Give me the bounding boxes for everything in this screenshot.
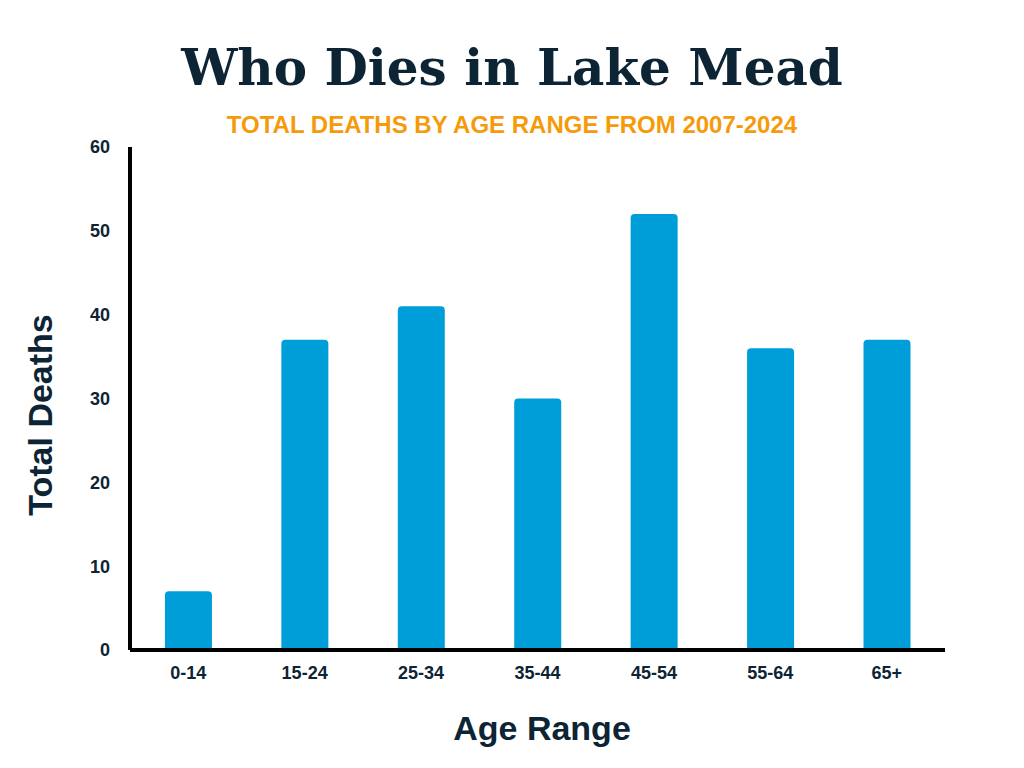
svg-text:0-14: 0-14 <box>170 663 206 683</box>
svg-text:10: 10 <box>90 557 110 577</box>
svg-text:30: 30 <box>90 389 110 409</box>
html-text:Total Deaths: Total Deaths <box>21 314 59 516</box>
svg-text:45-54: 45-54 <box>631 663 677 683</box>
svg-text:35-44: 35-44 <box>514 663 560 683</box>
svg-text:25-34: 25-34 <box>398 663 444 683</box>
svg-text:15-24: 15-24 <box>282 663 328 683</box>
html-text:Age Range: Age Range <box>453 709 631 747</box>
svg-text:65+: 65+ <box>872 663 903 683</box>
svg-text:0: 0 <box>100 640 110 660</box>
svg-text:50: 50 <box>90 221 110 241</box>
svg-text:60: 60 <box>90 137 110 157</box>
html-text:Who Dies in Lake Mead: Who Dies in Lake Mead <box>181 38 843 97</box>
svg-text:20: 20 <box>90 473 110 493</box>
svg-text:40: 40 <box>90 305 110 325</box>
svg-text:55-64: 55-64 <box>747 663 793 683</box>
html-text:TOTAL DEATHS BY AGE RANGE FROM: TOTAL DEATHS BY AGE RANGE FROM 2007-2024 <box>226 111 798 138</box>
